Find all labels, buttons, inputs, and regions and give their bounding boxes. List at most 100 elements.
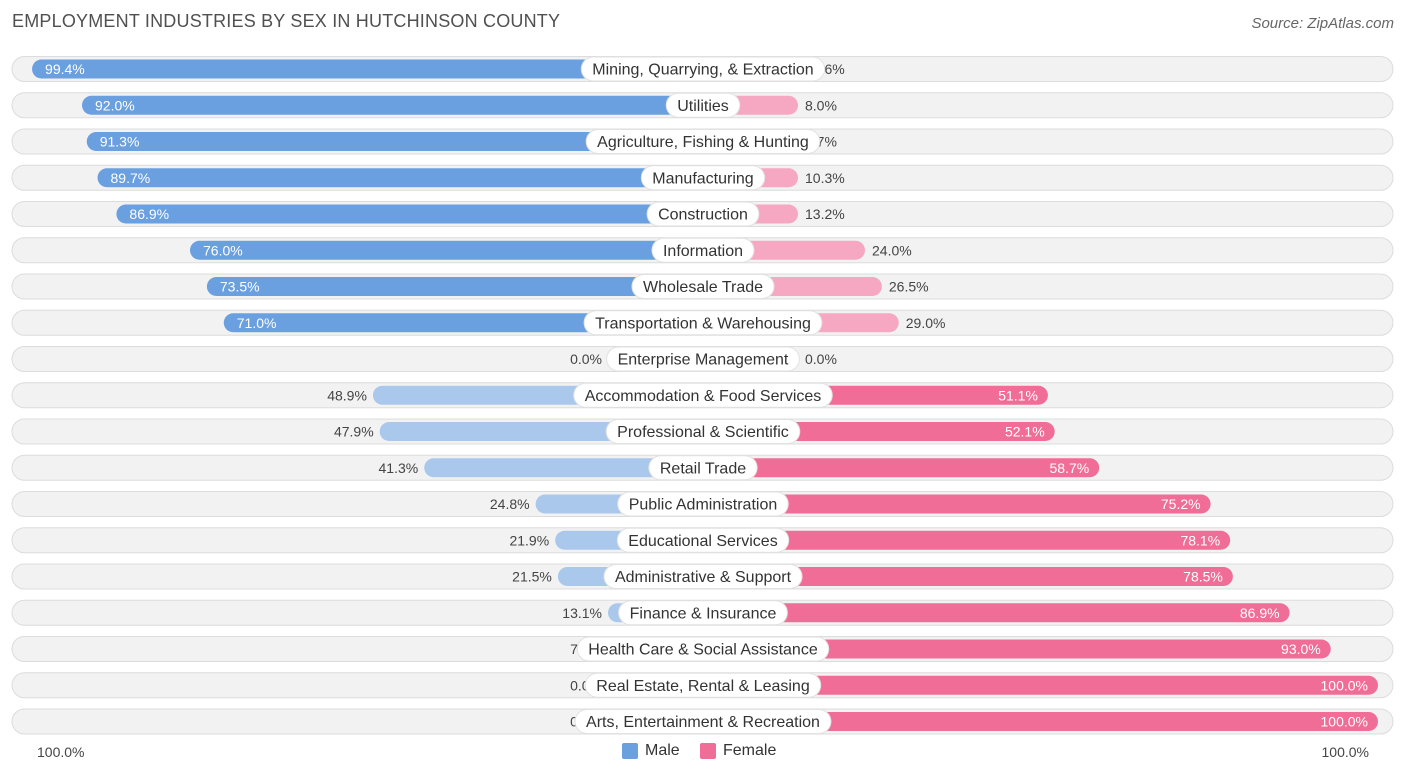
category-label-pill <box>618 600 788 626</box>
category-label: Health Care & Social Assistance <box>588 642 818 659</box>
value-label-female: 52.1% <box>1005 424 1045 440</box>
category-label: Utilities <box>677 98 729 115</box>
chart-row: 7.0%93.0%Health Care & Social Assistance <box>11 636 1394 662</box>
value-label-male: 47.9% <box>334 424 374 440</box>
value-label-male: 91.3% <box>100 134 140 150</box>
category-label-pill <box>665 92 741 118</box>
value-label-male: 86.9% <box>129 206 169 222</box>
category-label: Enterprise Management <box>618 352 789 369</box>
bar-female <box>703 712 1378 731</box>
value-label-male: 99.4% <box>45 61 85 77</box>
value-label-male: 92.0% <box>95 97 135 113</box>
value-label-male: 76.0% <box>203 242 243 258</box>
category-label-pill <box>617 491 789 517</box>
chart-row: 0.0% 0.0% Enterprise Management <box>11 346 1394 372</box>
chart-row: 76.0% 24.0% Information <box>11 237 1394 264</box>
category-label-pill <box>585 129 821 154</box>
value-label-female: 100.0% <box>1321 677 1368 693</box>
bar-male <box>190 240 703 260</box>
bar-female <box>703 530 1231 550</box>
chart-plot: 99.4%0.56%Mining, Quarrying, & Extractio… <box>11 56 1394 735</box>
value-label-female: 51.1% <box>998 387 1038 403</box>
category-label: Educational Services <box>628 533 777 550</box>
bar-female <box>703 494 1211 514</box>
category-label-pill <box>646 201 760 227</box>
value-label-male: 41.3% <box>379 460 419 476</box>
category-label-pill <box>640 165 766 191</box>
category-label: Accommodation & Food Services <box>585 388 822 405</box>
bar-male <box>97 168 703 188</box>
value-label-female: 10.3% <box>805 170 845 186</box>
bar-male <box>206 277 703 296</box>
bar-female <box>703 458 1100 478</box>
category-label-pill <box>573 382 833 408</box>
value-label-female: 78.5% <box>1183 569 1223 585</box>
chart-row: 0.0%100.0%Real Estate, Rental & Leasing <box>11 672 1394 699</box>
legend-label-female: Female <box>723 742 777 759</box>
chart-row: 86.9% 13.2% Construction <box>11 201 1394 227</box>
value-label-male: 0.0% <box>570 351 602 367</box>
chart-row: 41.3% 58.7% Retail Trade <box>11 454 1394 481</box>
category-label-pill <box>605 419 801 444</box>
category-label: Retail Trade <box>660 460 746 477</box>
chart-row: 91.3% 8.7%Agriculture, Fishing & Hunting <box>11 128 1394 155</box>
category-label: Construction <box>658 207 748 224</box>
category-label: Professional & Scientific <box>617 424 789 441</box>
category-label: Arts, Entertainment & Recreation <box>586 714 820 731</box>
chart-row: 47.9% 52.1% Professional & Scientific <box>11 418 1394 445</box>
chart-row: 92.0% 8.0% Utilities <box>11 92 1394 119</box>
bar-male <box>116 204 704 224</box>
value-label-female: 93.0% <box>1281 641 1321 657</box>
category-label: Wholesale Trade <box>643 279 763 296</box>
value-label-female: 8.0% <box>805 97 837 113</box>
value-label-female: 86.9% <box>1240 605 1280 621</box>
value-label-female: 78.1% <box>1180 532 1220 548</box>
category-label: Mining, Quarrying, & Extraction <box>592 62 813 79</box>
chart-row: 0.0%100.0%Arts, Entertainment & Recreati… <box>11 708 1394 735</box>
value-label-male: 21.9% <box>509 532 549 548</box>
bar-male <box>223 313 703 333</box>
axis-left-label: 100.0% <box>37 744 85 760</box>
chart-title: EMPLOYMENT INDUSTRIES BY SEX IN HUTCHINS… <box>12 11 561 31</box>
category-label-pill <box>651 237 755 263</box>
chart-row: 21.9% 78.1% Educational Services <box>11 527 1394 554</box>
value-label-male: 73.5% <box>220 279 260 295</box>
category-label: Manufacturing <box>652 170 753 187</box>
axis-right-label: 100.0% <box>1321 744 1369 760</box>
legend-label-male: Male <box>645 742 680 759</box>
value-label-male: 13.1% <box>562 605 602 621</box>
value-label-female: 26.5% <box>889 279 929 295</box>
value-label-male: 24.8% <box>490 496 530 512</box>
bar-female <box>703 639 1331 659</box>
value-label-female: 100.0% <box>1321 714 1368 730</box>
category-label-pill <box>574 709 832 734</box>
category-label-pill <box>576 636 830 662</box>
value-label-female: 29.0% <box>906 315 946 331</box>
category-label-pill <box>584 672 822 698</box>
bar-female <box>703 567 1233 586</box>
bar-male <box>32 59 704 79</box>
chart-row: 24.8% 75.2% Public Administration <box>11 491 1394 517</box>
category-label-pill <box>616 527 790 553</box>
category-label: Real Estate, Rental & Leasing <box>596 678 809 695</box>
category-label: Administrative & Support <box>615 569 792 586</box>
category-label-pill <box>603 564 803 589</box>
chart-row: 48.9% 51.1% Accommodation & Food Services <box>11 382 1394 409</box>
category-label: Agriculture, Fishing & Hunting <box>597 134 809 151</box>
chart-row: 89.7% 10.3% Manufacturing <box>11 164 1394 191</box>
value-label-female: 0.0% <box>805 351 837 367</box>
legend-swatch-male <box>622 743 638 759</box>
bar-male <box>424 458 703 478</box>
value-label-male: 21.5% <box>512 569 552 585</box>
bar-female <box>703 603 1290 623</box>
chart-row: 99.4%0.56%Mining, Quarrying, & Extractio… <box>11 56 1394 82</box>
legend-swatch-female <box>700 743 716 759</box>
category-label-pill <box>583 310 823 336</box>
bar-male <box>86 132 704 151</box>
value-label-female: 13.2% <box>805 206 845 222</box>
value-label-male: 48.9% <box>327 387 367 403</box>
chart-row: 13.1% 86.9% Finance & Insurance <box>11 599 1394 626</box>
value-label-female: 75.2% <box>1161 496 1201 512</box>
category-label-pill <box>580 56 826 82</box>
chart-row: 73.5% 26.5% Wholesale Trade <box>11 273 1394 300</box>
